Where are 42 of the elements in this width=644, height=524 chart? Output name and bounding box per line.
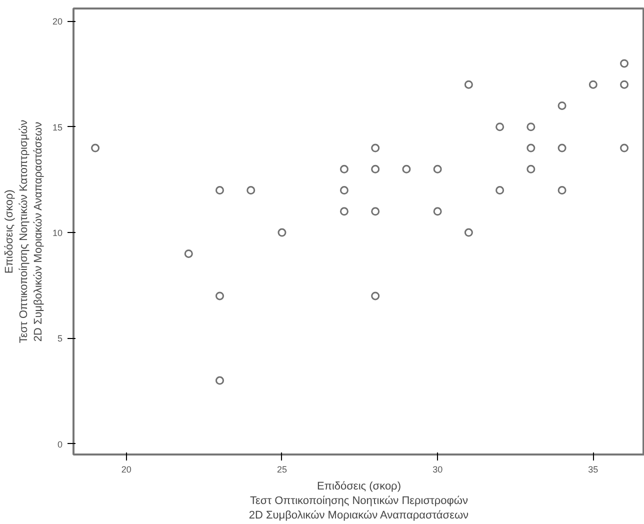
y-tick-label: 5	[57, 334, 63, 344]
point	[464, 228, 473, 237]
point	[371, 144, 380, 152]
point	[371, 207, 380, 216]
point	[558, 186, 566, 195]
point	[620, 144, 629, 152]
point	[526, 164, 536, 174]
point	[588, 80, 598, 89]
x-tick-label: 30	[432, 464, 443, 474]
x-tick-label: 35	[588, 464, 598, 474]
point	[246, 186, 256, 195]
point	[558, 144, 566, 152]
point	[526, 122, 536, 132]
point	[340, 186, 348, 195]
point	[184, 249, 193, 258]
point	[620, 59, 629, 68]
point	[91, 144, 100, 152]
point	[496, 186, 504, 195]
point	[371, 292, 380, 300]
x-tick-label: 25	[276, 464, 287, 474]
point	[278, 228, 286, 237]
point	[216, 186, 224, 195]
point	[620, 80, 629, 89]
y-tick-label: 15	[52, 122, 63, 132]
point	[433, 164, 442, 174]
y-tick-label: 10	[52, 228, 63, 238]
point	[340, 164, 348, 174]
point	[558, 101, 566, 110]
point	[216, 292, 224, 300]
y-tick-label: 0	[57, 439, 63, 450]
point	[464, 80, 473, 89]
point	[216, 376, 224, 385]
point	[526, 144, 536, 152]
point	[371, 164, 380, 174]
point	[496, 122, 504, 132]
point	[340, 207, 348, 216]
y-tick-label: 20	[52, 16, 63, 27]
x-axis-title: Επιδόσεις (σκορ) Τεστ Οπτικοποίησης Νοητικών Περιστροφών 2D Συμβολικών Μοριακών Αναπαραστάσεων	[248, 480, 470, 522]
y-axis-title: Επιδόσεις (σκορ) Τεστ Οπτικοποίησης Νοητικών Κατοπτρισμών 2D Συμβολικών Μοριακών Αναπαραστάσεων	[4, 119, 44, 344]
x-tick-label: 20	[121, 464, 132, 474]
point	[433, 207, 442, 216]
point	[402, 164, 411, 174]
